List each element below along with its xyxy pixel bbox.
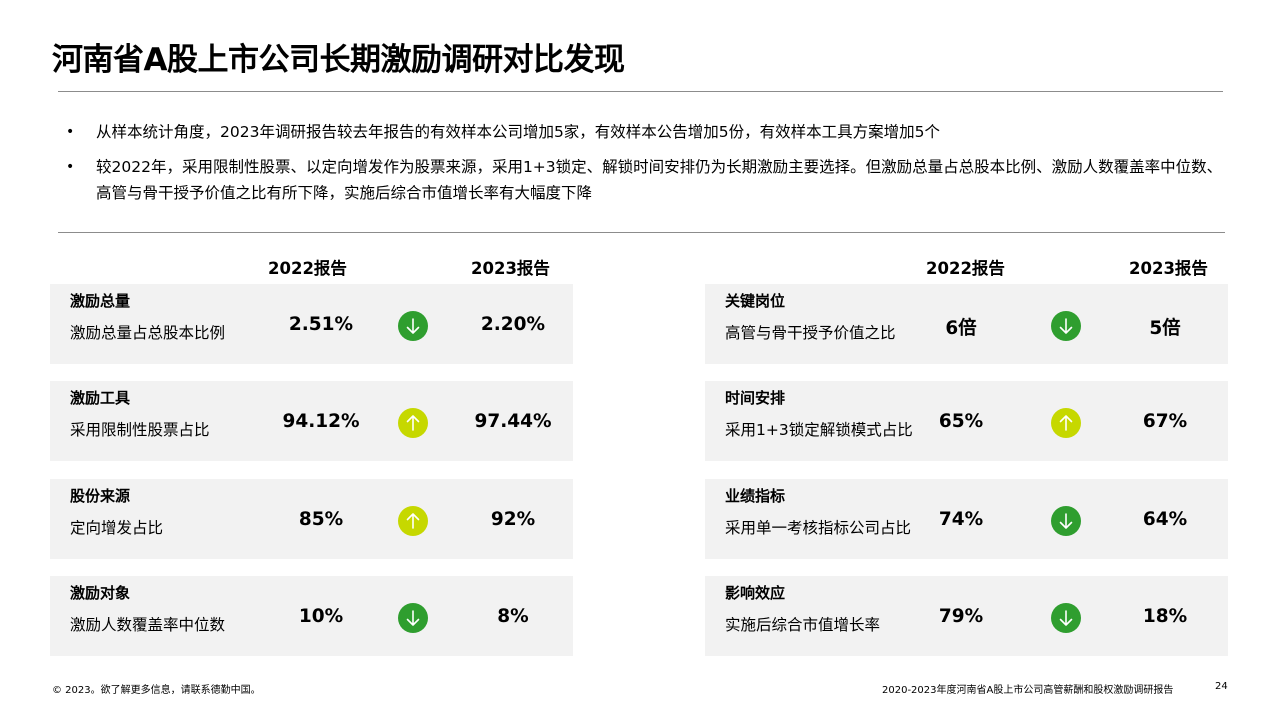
card-description: 实施后综合市值增长率 [725,616,881,634]
value-2022: 85% [298,509,344,530]
summary-bullets: • 从样本统计角度，2023年调研报告较去年报告的有效样本公司增加5家，有效样本… [66,119,1236,215]
bullet-dot-icon: • [66,159,75,175]
section-divider [58,232,1225,233]
left-header-2022: 2022报告 [268,259,347,278]
left-header-2023: 2023报告 [471,259,550,278]
arrow-down-icon [1051,603,1081,633]
card-description: 激励人数覆盖率中位数 [70,616,226,634]
card-description: 采用单一考核指标公司占比 [725,519,912,537]
value-2023: 64% [1142,509,1188,530]
value-2022: 79% [938,606,984,627]
value-2022: 65% [938,411,984,432]
value-2022: 10% [298,606,344,627]
footer-report-title: 2020-2023年度河南省A股上市公司高管薪酬和股权激励调研报告 [882,685,1174,696]
comparison-card: 股份来源定向增发占比 85% 92% [50,479,573,559]
arrow-down-icon [398,603,428,633]
card-category: 激励对象 [70,584,131,602]
value-2023: 92% [490,509,536,530]
footer-copyright: © 2023。欲了解更多信息，请联系德勤中国。 [52,685,261,696]
value-2022: 6倍 [945,318,977,339]
bullet-item: • 较2022年，采用限制性股票、以定向增发作为股票来源，采用1+3锁定、解锁时… [66,154,1236,206]
arrow-up-icon [398,408,428,438]
card-category: 时间安排 [725,389,786,407]
arrow-down-icon [1051,506,1081,536]
card-description: 定向增发占比 [70,519,164,537]
value-2023: 18% [1142,606,1188,627]
value-2023: 2.20% [480,314,546,335]
page-title: 河南省A股上市公司长期激励调研对比发现 [52,42,625,78]
value-2023: 5倍 [1149,318,1181,339]
page-number: 24 [1215,681,1228,692]
card-category: 业绩指标 [725,487,786,505]
comparison-card: 业绩指标采用单一考核指标公司占比 74% 64% [705,479,1228,559]
comparison-card: 激励总量激励总量占总股本比例 2.51% 2.20% [50,284,573,364]
card-category: 激励工具 [70,389,131,407]
card-category: 关键岗位 [725,292,786,310]
bullet-text: 较2022年，采用限制性股票、以定向增发作为股票来源，采用1+3锁定、解锁时间安… [96,158,1223,202]
arrow-down-icon [398,311,428,341]
bullet-item: • 从样本统计角度，2023年调研报告较去年报告的有效样本公司增加5家，有效样本… [66,119,1236,145]
bullet-dot-icon: • [66,124,75,140]
right-header-2022: 2022报告 [926,259,1005,278]
comparison-card: 关键岗位高管与骨干授予价值之比 6倍 5倍 [705,284,1228,364]
comparison-card: 时间安排采用1+3锁定解锁模式占比 65% 67% [705,381,1228,461]
bullet-text: 从样本统计角度，2023年调研报告较去年报告的有效样本公司增加5家，有效样本公告… [96,123,941,141]
arrow-up-icon [398,506,428,536]
value-2023: 97.44% [474,411,552,432]
value-2023: 67% [1142,411,1188,432]
comparison-card: 影响效应实施后综合市值增长率 79% 18% [705,576,1228,656]
card-description: 采用限制性股票占比 [70,421,210,439]
card-description: 采用1+3锁定解锁模式占比 [725,421,913,439]
value-2022: 74% [938,509,984,530]
comparison-card: 激励对象激励人数覆盖率中位数 10% 8% [50,576,573,656]
value-2022: 2.51% [288,314,354,335]
arrow-up-icon [1051,408,1081,438]
comparison-card: 激励工具采用限制性股票占比 94.12% 97.44% [50,381,573,461]
card-category: 股份来源 [70,487,131,505]
value-2022: 94.12% [282,411,360,432]
card-category: 影响效应 [725,584,786,602]
card-category: 激励总量 [70,292,131,310]
title-divider [58,91,1223,92]
value-2023: 8% [497,606,529,627]
right-header-2023: 2023报告 [1129,259,1208,278]
card-description: 激励总量占总股本比例 [70,324,226,342]
arrow-down-icon [1051,311,1081,341]
card-description: 高管与骨干授予价值之比 [725,324,896,342]
